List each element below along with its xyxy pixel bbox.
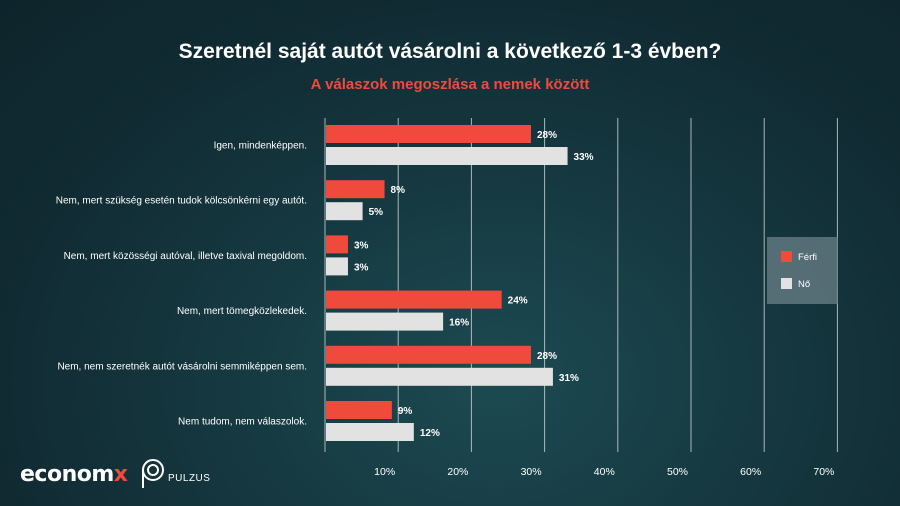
value-label: 28% [537,351,557,362]
category-label: Nem, mert tömegközlekedek. [177,306,307,317]
bar-no [326,147,568,165]
grid-lines [324,118,838,452]
x-tick-label: 40% [594,466,615,478]
bar-ferfi [326,290,502,309]
value-label: 12% [420,428,440,439]
value-label: 28% [537,130,557,141]
pulzus-logo: PULZUS [140,456,210,490]
value-label: 16% [449,318,469,329]
value-label: 9% [398,406,413,417]
category-label: Nem, mert szükség esetén tudok kölcsönké… [56,196,307,207]
x-tick-label: 30% [521,466,542,478]
x-tick-label: 10% [374,466,395,478]
x-tick-label: 20% [447,466,468,478]
bar-no [326,423,414,441]
bar-no [326,367,553,386]
category-labels: Igen, mindenképpen. Nem, mert szükség ese… [56,141,307,428]
x-tick-label: 70% [813,466,834,478]
bar-ferfi [326,125,531,143]
value-label: 8% [391,185,406,196]
bar-no [326,257,348,276]
bars: 28%33%8%5%3%3%24%16%28%31%9%12% [326,125,594,441]
economx-logo: economx [20,462,128,487]
x-axis-ticks: 10% 20% 30% 40% 50% 60% 70% [374,466,834,478]
legend-label: Férfi [798,252,817,263]
value-label: 31% [559,373,579,384]
chart-title: Szeretnél saját autót vásárolni a követk… [178,40,722,63]
value-label: 3% [354,262,369,273]
x-tick-label: 60% [740,466,761,478]
bar-no [326,202,363,221]
category-label: Igen, mindenképpen. [214,141,307,152]
value-label: 5% [369,207,384,218]
category-label: Nem tudom, nem válaszolok. [178,417,307,428]
x-tick-label: 50% [667,466,688,478]
value-label: 3% [354,240,369,251]
pulzus-icon [142,459,164,488]
category-label: Nem, nem szeretnék autót vásárolni semmi… [57,361,307,372]
legend-swatch [781,251,792,262]
value-label: 33% [574,152,594,163]
bar-ferfi [326,401,392,419]
legend-label: Nő [798,279,810,290]
legend-swatch [781,278,792,289]
pulzus-label: PULZUS [168,473,211,484]
value-label: 24% [508,296,528,307]
category-label: Nem, mert közösségi autóval, illetve tax… [64,251,307,262]
bar-no [326,312,444,331]
bar-ferfi [326,235,348,254]
legend-box [767,237,838,304]
legend: Férfi Nő [767,237,838,304]
bar-ferfi [326,345,531,364]
bar-ferfi [326,180,385,199]
chart-subtitle: A válaszok megoszlása a nemek között [310,76,590,93]
